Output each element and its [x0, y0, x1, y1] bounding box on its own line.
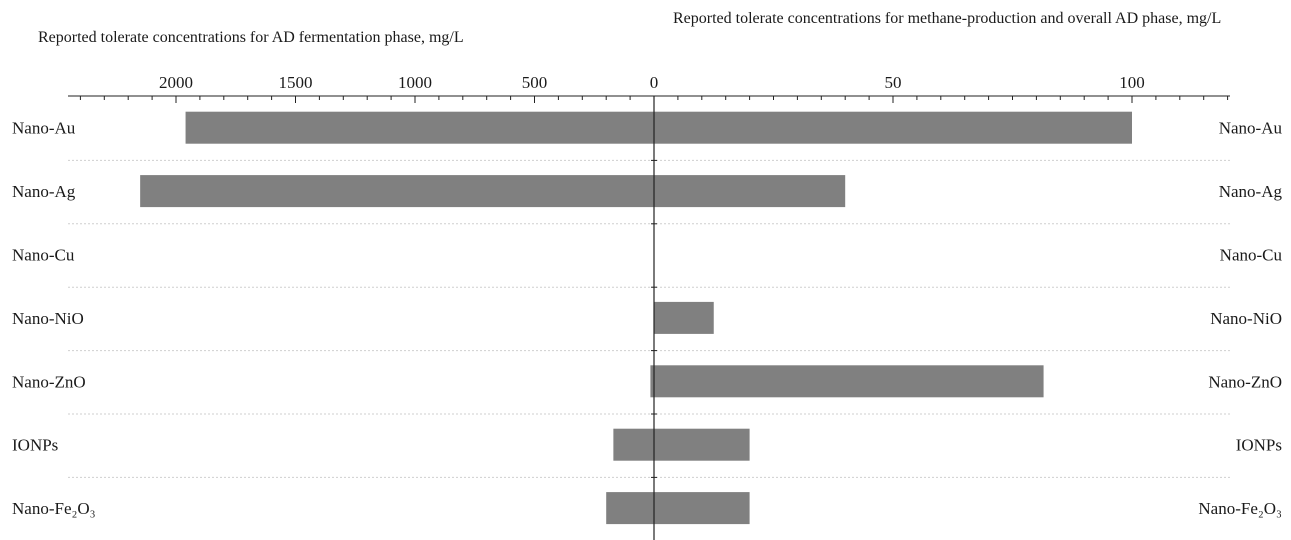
left-bar	[650, 365, 654, 398]
left-bar	[185, 111, 654, 144]
category-label-right: Nano-Fe₂O₃	[1198, 499, 1282, 518]
category-label-left: Nano-NiO	[12, 309, 84, 328]
category-label-right: Nano-ZnO	[1208, 372, 1282, 391]
right-tick-label: 100	[1119, 73, 1145, 92]
left-tick-label: 2000	[159, 73, 193, 92]
left-tick-label: 1500	[279, 73, 313, 92]
left-tick-label: 1000	[398, 73, 432, 92]
category-label-left: Nano-Fe₂O₃	[12, 499, 96, 518]
right-bar	[654, 428, 750, 461]
category-label-left: Nano-Ag	[12, 182, 76, 201]
category-label-right: Nano-NiO	[1210, 309, 1282, 328]
right-bar	[654, 175, 846, 208]
category-label-right: Nano-Ag	[1219, 182, 1283, 201]
category-label-right: Nano-Au	[1219, 119, 1283, 138]
left-bar	[613, 428, 654, 461]
right-tick-label: 50	[885, 73, 902, 92]
category-label-left: Nano-ZnO	[12, 372, 86, 391]
category-label-left: Nano-Au	[12, 119, 76, 138]
right-bar	[654, 111, 1132, 144]
right-tick-label: 0	[650, 73, 659, 92]
left-bar	[140, 175, 654, 208]
right-bar	[654, 301, 714, 334]
right-bar	[654, 492, 750, 525]
category-label-right: IONPs	[1236, 436, 1282, 455]
left-tick-label: 500	[522, 73, 548, 92]
right-axis-title: Reported tolerate concentrations for met…	[673, 10, 1222, 27]
category-label-right: Nano-Cu	[1220, 246, 1283, 265]
left-bar	[606, 492, 654, 525]
category-label-left: Nano-Cu	[12, 246, 75, 265]
left-axis-title: Reported tolerate concentrations for AD …	[38, 29, 464, 46]
right-bar	[654, 365, 1044, 398]
category-label-left: IONPs	[12, 436, 58, 455]
